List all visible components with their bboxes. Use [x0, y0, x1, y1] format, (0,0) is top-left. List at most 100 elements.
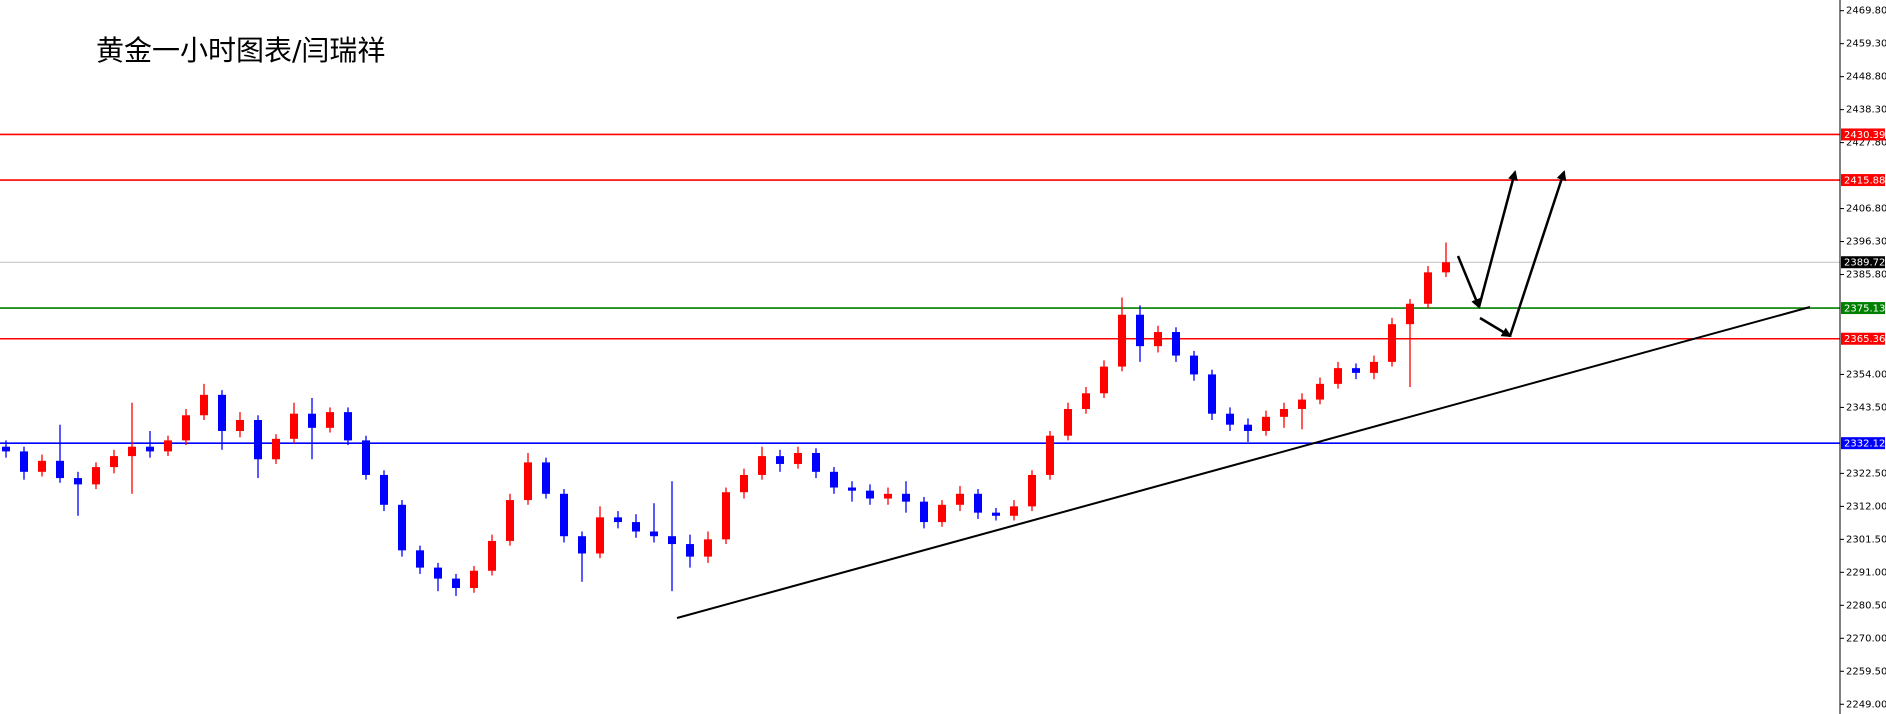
y-tick-label: 2312.00 [1846, 501, 1886, 512]
candle-body [1118, 314, 1126, 367]
candles [2, 242, 1450, 596]
level-label: 2389.72 [1844, 258, 1885, 269]
candle-body [956, 493, 964, 505]
candle-body [812, 452, 820, 472]
candle-body [164, 440, 172, 452]
candle-body [146, 446, 154, 452]
candle-body [1280, 408, 1288, 417]
level-label: 2430.39 [1844, 130, 1885, 141]
arrow [1508, 170, 1567, 337]
candle-body [398, 504, 406, 551]
candle-body [1262, 416, 1270, 431]
y-tick-label: 2280.50 [1846, 600, 1886, 611]
candle-body [74, 478, 82, 485]
candle-body [344, 412, 352, 441]
candle-body [1316, 383, 1324, 400]
level-label-bg [1841, 174, 1885, 187]
candle-body [1442, 262, 1450, 273]
y-tick-label: 2427.80 [1846, 138, 1886, 149]
candle-body [722, 492, 730, 540]
candle-body [1244, 424, 1252, 431]
level-label-bg [1841, 302, 1885, 315]
candle-body [650, 531, 658, 537]
candle-body [1172, 332, 1180, 356]
y-tick-label: 2406.80 [1846, 204, 1886, 215]
candle-body [308, 413, 316, 428]
candle-body [272, 438, 280, 460]
candle-body [380, 474, 388, 505]
y-tick-label: 2396.30 [1846, 237, 1886, 248]
candle-body [1370, 361, 1378, 373]
candle-body [92, 467, 100, 485]
y-tick-label: 2291.00 [1846, 567, 1886, 578]
candle-body [974, 493, 982, 513]
y-tick-label: 2448.80 [1846, 72, 1886, 83]
candle-body [668, 536, 676, 545]
candle-body [218, 394, 226, 431]
candle-body [110, 456, 118, 468]
levels [0, 133, 1840, 444]
candle-body [326, 412, 334, 428]
candle-body [992, 512, 1000, 516]
candle-body [1154, 332, 1162, 347]
candle-body [1424, 272, 1432, 304]
y-tick-label: 2322.50 [1846, 468, 1886, 479]
candle-body [542, 462, 550, 494]
candle-body [560, 493, 568, 537]
candle-body [236, 419, 244, 431]
candle-body [128, 446, 136, 457]
arrow [1479, 316, 1512, 338]
candle-body [578, 536, 586, 554]
candle-body [614, 517, 622, 523]
candle-body [1190, 355, 1198, 375]
candle-body [1226, 413, 1234, 425]
candle-body [524, 462, 532, 501]
y-tick-label: 2249.00 [1846, 699, 1886, 710]
level-label: 2365.36 [1844, 334, 1885, 345]
candle-body [632, 522, 640, 532]
candle-body [866, 490, 874, 499]
arrow [1477, 170, 1518, 308]
candle-body [2, 446, 10, 452]
candle-body [686, 544, 694, 557]
candle-body [920, 501, 928, 523]
candle-body [470, 570, 478, 589]
candle-body [20, 451, 28, 472]
candle-body [1298, 399, 1306, 409]
level-label: 2415.88 [1844, 176, 1885, 187]
y-tick-label: 2385.80 [1846, 270, 1886, 281]
candle-body [506, 500, 514, 541]
candle-body [1352, 368, 1360, 373]
candle-body [704, 539, 712, 557]
candle-body [290, 413, 298, 439]
y-tick-label: 2343.50 [1846, 402, 1886, 413]
candle-body [362, 440, 370, 475]
level-label: 2375.13 [1844, 304, 1885, 315]
trend-line [676, 306, 1811, 619]
candle-body [1046, 435, 1054, 475]
candle-body [794, 452, 802, 464]
candle-body [596, 517, 604, 554]
candle-body [1334, 368, 1342, 384]
candle-body [182, 415, 190, 441]
level-label-bg [1841, 437, 1885, 450]
candle-body [416, 550, 424, 568]
candle-body [200, 394, 208, 416]
candle-body [434, 567, 442, 579]
candle-body [1010, 506, 1018, 516]
candle-body [740, 474, 748, 493]
candle-body [254, 419, 262, 460]
level-label-bg [1841, 256, 1885, 269]
y-tick-label: 2259.50 [1846, 666, 1886, 677]
candle-body [1136, 314, 1144, 347]
y-tick-label: 2301.50 [1846, 534, 1886, 545]
arrow [1456, 255, 1481, 309]
chart-title: 黄金一小时图表/闫瑞祥 [96, 34, 385, 67]
candle-body [758, 456, 766, 475]
level-label-bg [1841, 128, 1885, 141]
candle-body [1100, 366, 1108, 394]
candle-body [1028, 474, 1036, 507]
y-tick-label: 2438.30 [1846, 105, 1886, 116]
